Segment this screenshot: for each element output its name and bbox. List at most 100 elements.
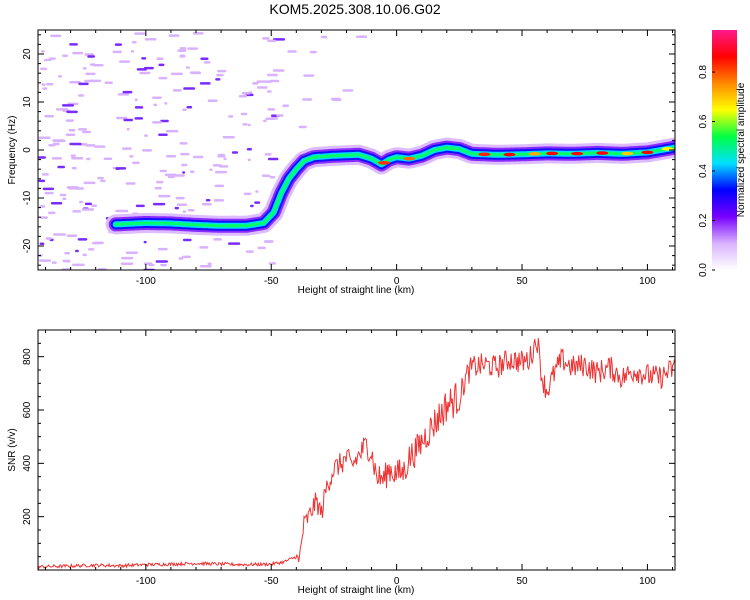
noise-speck <box>199 82 211 85</box>
noise-speck <box>238 95 248 98</box>
noise-speck <box>183 87 196 90</box>
noise-speck <box>65 119 74 122</box>
noise-speck <box>46 58 52 62</box>
noise-speck <box>179 47 187 50</box>
noise-speck <box>223 157 227 161</box>
noise-speck <box>77 238 88 241</box>
noise-speck <box>157 247 168 251</box>
noise-speck <box>78 82 89 86</box>
noise-speck <box>104 81 114 84</box>
noise-speck <box>55 108 68 111</box>
noise-speck <box>122 90 133 94</box>
x-tick-label: -50 <box>264 276 279 287</box>
noise-speck <box>181 163 188 167</box>
noise-speck <box>200 57 209 61</box>
noise-speck <box>217 153 225 157</box>
noise-speck <box>85 144 96 147</box>
noise-speck <box>71 166 77 170</box>
noise-speck <box>168 34 180 37</box>
noise-speck <box>51 157 63 160</box>
noise-speck <box>48 211 56 215</box>
noise-speck <box>69 43 78 46</box>
noise-speck <box>261 174 271 178</box>
noise-speck <box>264 153 272 156</box>
noise-speck <box>215 170 228 174</box>
noise-speck <box>174 206 180 210</box>
noise-speck <box>66 110 78 114</box>
noise-speck <box>209 168 213 171</box>
noise-speck <box>203 61 211 64</box>
noise-speck <box>57 165 66 169</box>
noise-speck <box>158 63 165 67</box>
noise-speck <box>155 180 164 184</box>
noise-speck <box>62 54 69 57</box>
noise-speck <box>86 157 91 161</box>
noise-speck <box>309 50 317 54</box>
noise-speck <box>57 75 62 78</box>
noise-speck <box>143 134 149 137</box>
noise-speck <box>160 263 167 267</box>
noise-speck <box>121 256 134 260</box>
noise-speck <box>212 164 222 167</box>
spectral-peak <box>621 151 634 156</box>
snr-ticks: -100 -50 0 50 100 200 400 600 800 <box>22 330 675 587</box>
noise-speck <box>170 72 183 76</box>
noise-speck <box>267 39 277 43</box>
noise-speck <box>199 246 209 249</box>
noise-speck <box>53 233 66 236</box>
noise-speck <box>89 79 102 83</box>
noise-speck <box>122 147 132 150</box>
noise-speck <box>134 32 147 35</box>
noise-speck <box>38 136 51 139</box>
x-tick-label: -50 <box>264 576 279 587</box>
figure-title: KOM5.2025.308.10.06.G02 <box>269 1 440 17</box>
noise-speck <box>159 169 167 173</box>
noise-speck <box>120 262 134 265</box>
noise-speck <box>38 156 46 159</box>
noise-speck <box>112 166 116 170</box>
y-tick-label: -10 <box>22 190 33 205</box>
noise-speck <box>175 196 185 200</box>
noise-speck <box>254 201 261 204</box>
noise-speck <box>247 158 251 162</box>
noise-speck <box>222 135 235 139</box>
noise-speck <box>262 37 270 40</box>
noise-speck <box>156 57 164 60</box>
noise-speck <box>41 83 46 86</box>
colorbar-tick-label: 0.6 <box>698 114 709 128</box>
noise-speck <box>330 97 341 101</box>
noise-speck <box>177 49 187 52</box>
noise-speck <box>134 98 138 102</box>
colorbar-tick-label: 0.4 <box>698 164 709 178</box>
noise-speck <box>103 157 113 160</box>
noise-speck <box>207 262 212 266</box>
noise-speck <box>81 130 92 134</box>
noise-speck <box>355 35 368 38</box>
noise-speck <box>266 80 272 83</box>
noise-speck <box>241 92 251 95</box>
spectral-peak <box>571 151 584 156</box>
noise-speck <box>40 216 48 219</box>
noise-speck <box>298 125 307 129</box>
noise-speck <box>245 250 254 253</box>
spectrogram-ylabel: Frequency (Hz) <box>7 116 18 185</box>
y-tick-label: -20 <box>22 238 33 253</box>
noise-speck <box>182 108 187 111</box>
noise-speck <box>82 67 87 70</box>
noise-speck <box>152 121 163 124</box>
y-tick-label: 200 <box>22 508 33 525</box>
noise-speck <box>131 40 137 44</box>
noise-speck <box>263 240 274 243</box>
noise-speck <box>272 69 285 72</box>
noise-speck <box>256 86 268 89</box>
noise-speck <box>267 157 279 161</box>
noise-speck <box>72 51 84 55</box>
noise-speck <box>134 117 144 120</box>
noise-speck <box>247 123 251 127</box>
y-tick-label: 20 <box>22 48 33 60</box>
noise-speck <box>78 128 88 131</box>
noise-speck <box>125 251 138 255</box>
noise-speck <box>176 203 188 207</box>
noise-speck <box>115 116 128 120</box>
